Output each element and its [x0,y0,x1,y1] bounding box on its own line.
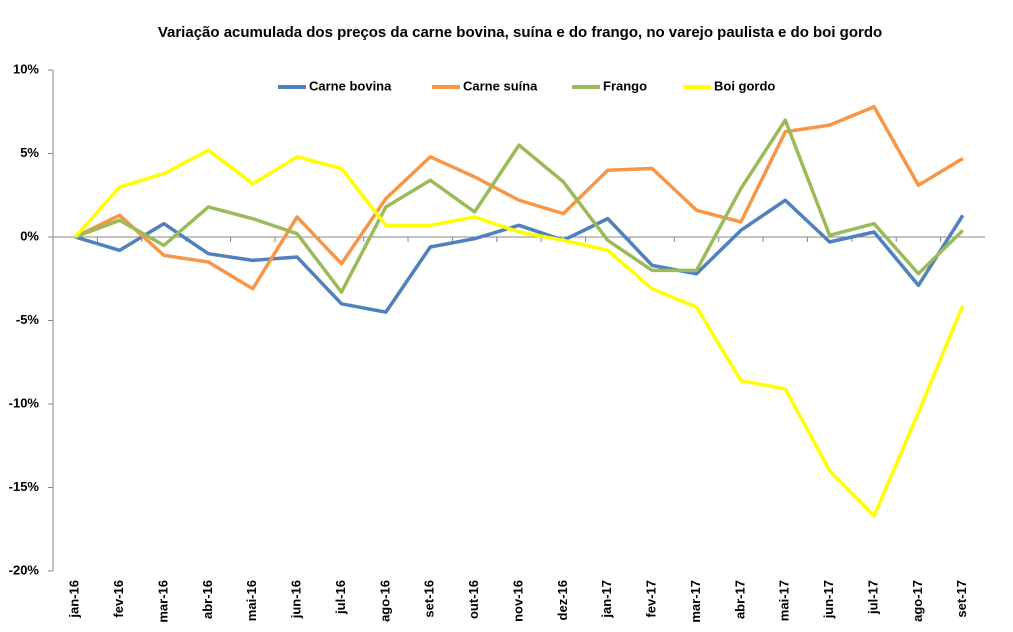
chart-title: Variação acumulada dos preços da carne b… [158,24,882,41]
x-tick-label: ago-16 [377,580,392,622]
x-tick-label: nov-16 [510,580,525,622]
x-tick-label: set-16 [422,580,437,618]
x-tick-label: out-16 [466,580,481,619]
x-tick-label: jan-16 [67,580,82,619]
y-tick-label: 5% [20,145,39,160]
legend-label: Frango [603,78,647,93]
x-tick-label: abr-17 [732,580,747,619]
x-tick-label: jun-17 [821,580,836,619]
x-tick-label: mar-17 [688,580,703,623]
y-tick-label: 0% [20,228,39,243]
y-tick-label: -15% [9,479,40,494]
y-tick-label: -20% [9,562,40,577]
series-line [74,104,964,291]
x-tick-label: mai-17 [777,580,792,621]
series-line [74,198,965,314]
y-tick-label: -10% [9,395,40,410]
x-tick-label: mai-16 [244,580,259,621]
x-tick-label: fev-17 [644,580,659,618]
x-tick-label: abr-16 [200,580,215,619]
y-tick-label: -5% [16,312,40,327]
x-tick-label: jan-17 [599,580,614,619]
legend-label: Carne bovina [309,78,392,93]
y-tick-label: 10% [13,61,39,76]
x-tick-label: jul-17 [865,580,880,615]
series-line [73,148,965,518]
x-tick-label: fev-16 [111,580,126,618]
x-tick-label: dez-16 [555,580,570,620]
x-tick-label: jul-16 [333,580,348,615]
series-line [74,118,965,294]
legend-label: Carne suína [463,78,538,93]
x-tick-label: mar-16 [155,580,170,623]
legend-label: Boi gordo [714,78,775,93]
x-tick-label: set-17 [954,580,969,618]
x-tick-label: jun-16 [289,580,304,619]
x-tick-label: ago-17 [910,580,925,622]
